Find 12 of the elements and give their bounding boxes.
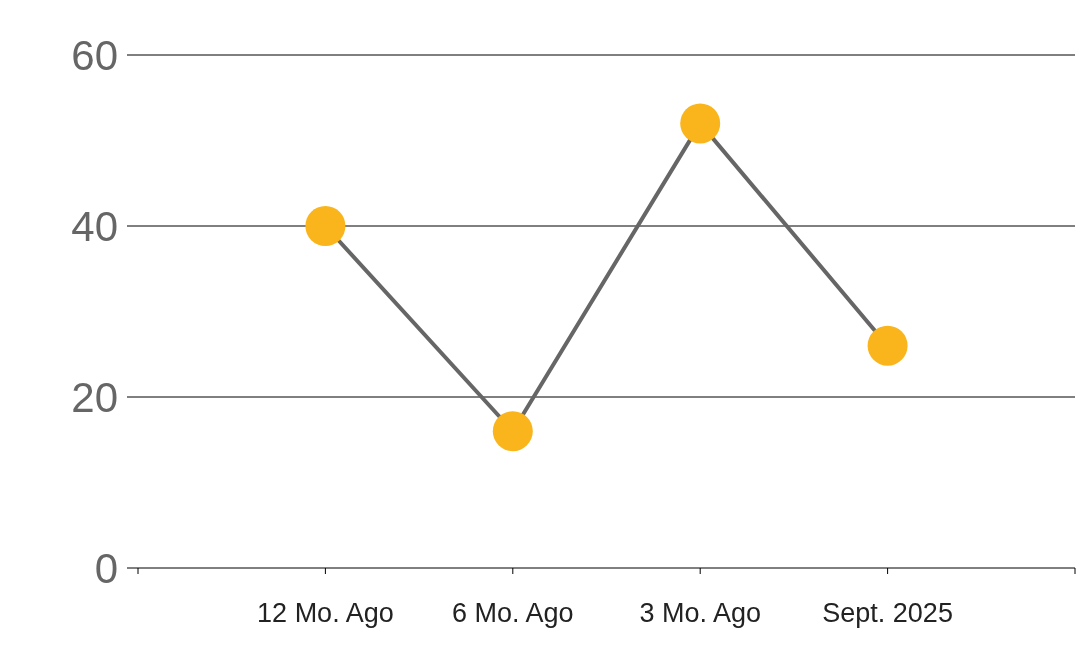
- point: [492, 411, 533, 452]
- x-tick-label: 12 Mo. Ago: [257, 598, 394, 628]
- x-tick-label: 3 Mo. Ago: [639, 598, 761, 628]
- point: [305, 206, 346, 246]
- y-tick-label: 0: [94, 544, 118, 592]
- y-tick-label: 20: [71, 373, 118, 421]
- x-tick-label: Sept. 2025: [822, 598, 953, 628]
- point: [867, 325, 908, 366]
- point: [680, 103, 721, 144]
- y-tick-label: 60: [71, 31, 118, 79]
- x-tick-label: 6 Mo. Ago: [452, 598, 574, 628]
- y-tick-label: 40: [71, 202, 118, 250]
